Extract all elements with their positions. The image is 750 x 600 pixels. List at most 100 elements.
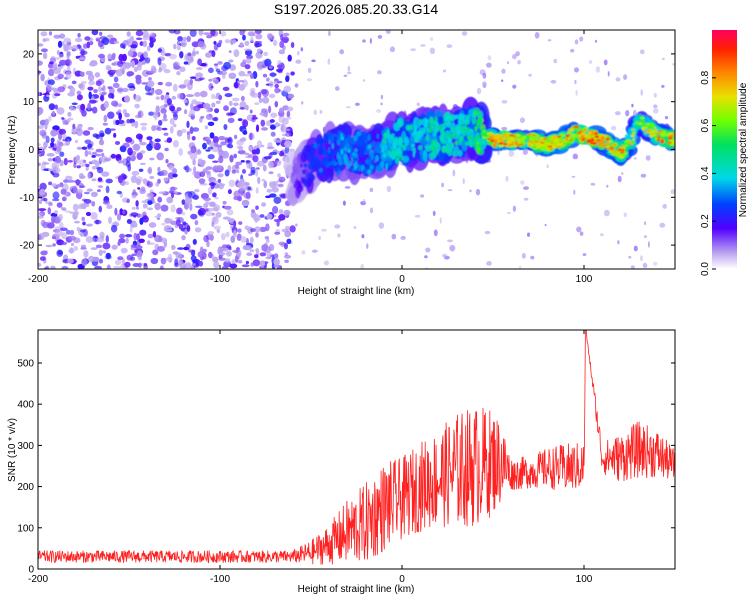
noise-speckle xyxy=(61,117,65,120)
noise-speckle xyxy=(475,188,481,196)
ridge-blob xyxy=(430,119,435,126)
noise-speckle xyxy=(256,48,262,54)
noise-speckle xyxy=(579,231,584,236)
noise-speckle xyxy=(67,111,72,117)
noise-speckle xyxy=(58,128,67,135)
noise-speckle xyxy=(161,118,168,122)
noise-speckle xyxy=(229,154,234,163)
noise-speckle xyxy=(132,263,140,267)
noise-speckle xyxy=(202,142,207,150)
noise-speckle xyxy=(269,72,277,77)
ridge-blob xyxy=(526,133,532,136)
ridge-blob xyxy=(487,137,491,141)
noise-speckle xyxy=(212,216,217,223)
noise-speckle xyxy=(429,37,434,41)
noise-speckle xyxy=(65,175,73,181)
ridge-blob xyxy=(660,138,664,142)
noise-speckle xyxy=(245,260,249,265)
noise-speckle xyxy=(550,79,557,84)
noise-speckle xyxy=(328,30,331,37)
noise-speckle xyxy=(126,156,131,163)
noise-speckle xyxy=(259,112,264,116)
noise-speckle xyxy=(640,89,643,96)
noise-speckle xyxy=(177,36,184,42)
noise-speckle xyxy=(262,96,270,104)
noise-speckle xyxy=(98,53,105,59)
ridge-blob xyxy=(434,117,438,122)
noise-speckle xyxy=(119,233,126,239)
noise-speckle xyxy=(99,96,104,100)
noise-speckle xyxy=(173,113,179,121)
noise-speckle xyxy=(182,36,187,42)
noise-speckle xyxy=(266,239,270,243)
noise-speckle xyxy=(202,103,211,109)
noise-speckle xyxy=(642,262,648,268)
noise-speckle xyxy=(69,229,75,236)
noise-speckle xyxy=(606,184,609,188)
ridge-blob xyxy=(503,142,508,146)
noise-speckle xyxy=(241,264,250,268)
noise-speckle xyxy=(62,133,67,140)
noise-speckle xyxy=(47,68,55,77)
ridge-blob xyxy=(474,125,478,132)
noise-speckle xyxy=(97,177,103,182)
noise-speckle xyxy=(142,203,148,209)
noise-speckle xyxy=(595,66,601,73)
noise-speckle xyxy=(222,86,230,91)
noise-speckle xyxy=(253,254,259,259)
noise-speckle xyxy=(369,207,374,214)
noise-speckle xyxy=(439,217,442,224)
ridge-blob xyxy=(388,142,392,148)
ridge-blob xyxy=(443,111,452,122)
noise-speckle xyxy=(82,221,86,226)
noise-speckle xyxy=(176,107,182,112)
ridge-blob xyxy=(306,172,311,179)
noise-speckle xyxy=(58,53,64,58)
noise-speckle xyxy=(249,249,255,253)
noise-speckle xyxy=(188,249,196,253)
ridge-blob xyxy=(316,171,320,177)
snr-frame xyxy=(37,329,676,570)
noise-speckle xyxy=(113,265,121,269)
noise-speckle xyxy=(91,151,98,155)
ridge-blob xyxy=(498,142,504,145)
noise-speckle xyxy=(117,103,123,108)
snr-ticks: -200 -100 0 100 0 100 200 300 400 500 xyxy=(17,330,675,585)
noise-speckle xyxy=(240,61,246,66)
noise-speckle xyxy=(286,238,292,244)
noise-speckle xyxy=(228,100,233,106)
noise-speckle xyxy=(207,154,215,160)
ridge-blob xyxy=(632,138,636,141)
y-tick-label: 0 xyxy=(28,145,34,156)
noise-speckle xyxy=(54,155,61,164)
noise-speckle xyxy=(157,57,162,66)
ridge-blob xyxy=(586,140,591,143)
ridge-blob xyxy=(515,142,518,146)
noise-speckle xyxy=(582,253,587,257)
noise-speckle xyxy=(129,226,133,233)
noise-speckle xyxy=(194,92,201,97)
noise-speckle xyxy=(217,146,223,153)
noise-speckle xyxy=(226,209,234,216)
y-tick-label: 400 xyxy=(17,400,34,411)
snr-panel: -200 -100 0 100 0 100 200 300 400 500 Height of s… xyxy=(7,329,676,595)
ridge-blob xyxy=(641,126,645,130)
y-tick-label: 200 xyxy=(17,482,34,493)
noise-speckle xyxy=(109,73,114,77)
noise-speckle xyxy=(343,74,348,78)
noise-speckle xyxy=(278,214,286,221)
noise-speckle xyxy=(659,222,666,228)
noise-speckle xyxy=(98,205,103,213)
ridge-blob xyxy=(547,145,553,148)
noise-speckle xyxy=(111,54,116,61)
noise-speckle xyxy=(76,90,82,95)
noise-speckle xyxy=(266,78,270,82)
ridge-blob xyxy=(554,138,560,143)
noise-speckle xyxy=(101,171,110,177)
noise-speckle xyxy=(81,110,87,117)
noise-speckle xyxy=(157,245,166,252)
noise-speckle xyxy=(574,39,579,45)
noise-speckle xyxy=(170,126,174,134)
noise-speckle xyxy=(143,263,148,267)
